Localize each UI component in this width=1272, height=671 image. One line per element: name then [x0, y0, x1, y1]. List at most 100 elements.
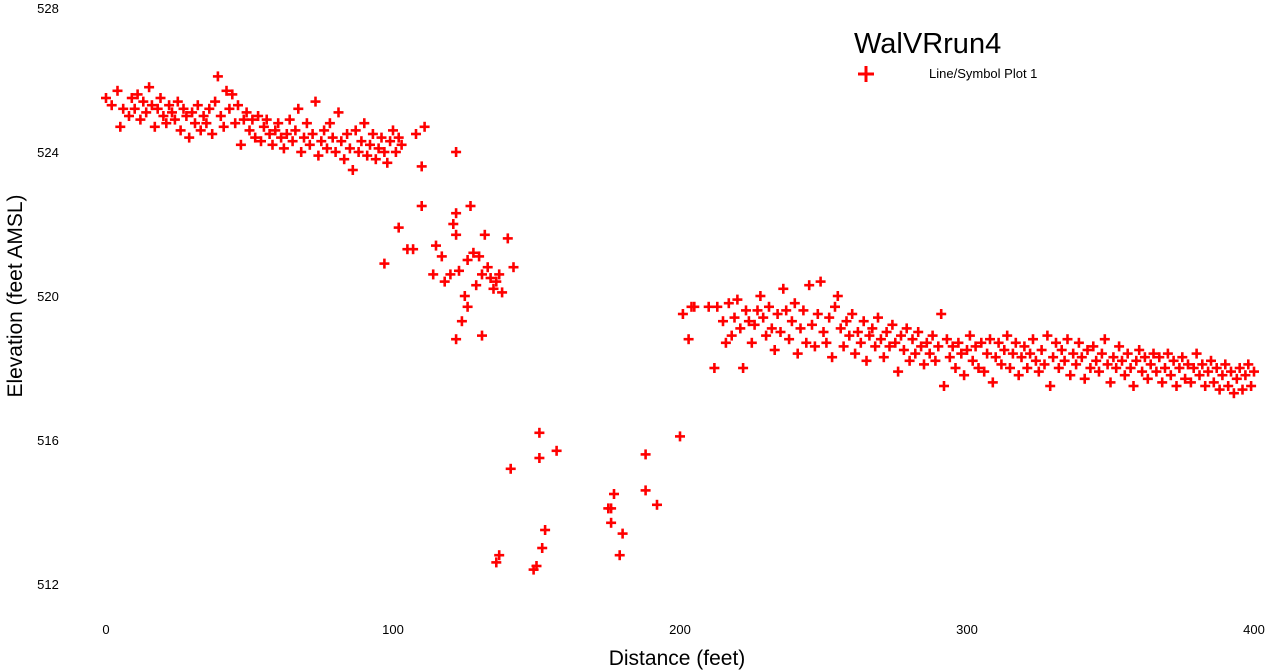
data-point: [129, 103, 140, 114]
data-point: [617, 528, 628, 539]
data-point: [221, 85, 232, 96]
data-point: [743, 316, 754, 327]
data-point: [976, 337, 987, 348]
data-point: [1114, 341, 1125, 352]
data-point: [468, 247, 479, 258]
data-point: [367, 129, 378, 139]
data-point: [1226, 366, 1236, 377]
y-tick-label: 520: [37, 289, 59, 304]
data-point: [1094, 366, 1104, 377]
data-point: [1234, 363, 1245, 373]
data-point: [322, 143, 332, 154]
data-point: [907, 334, 918, 345]
data-point: [327, 132, 338, 143]
data-point: [766, 323, 777, 334]
data-point: [190, 118, 200, 129]
data-point: [198, 111, 209, 121]
data-point: [359, 118, 370, 129]
data-point: [824, 312, 835, 323]
data-point: [207, 129, 218, 139]
data-point: [396, 139, 407, 150]
data-point: [1016, 352, 1027, 363]
data-point: [1139, 352, 1150, 363]
data-point: [815, 276, 826, 287]
data-point: [772, 309, 783, 319]
data-point: [1122, 348, 1133, 359]
data-point: [287, 136, 298, 147]
data-point: [1137, 366, 1148, 377]
data-point: [1105, 377, 1116, 388]
data-point: [858, 316, 869, 327]
data-point: [723, 298, 734, 309]
data-point: [758, 312, 769, 323]
data-point: [390, 147, 401, 157]
data-point: [551, 445, 562, 456]
legend-marker: [858, 66, 874, 82]
data-point: [953, 337, 964, 348]
data-point: [330, 147, 341, 157]
data-point: [256, 136, 266, 147]
data-point: [1082, 345, 1093, 355]
data-point: [993, 337, 1004, 348]
data-point: [1071, 359, 1082, 370]
data-point: [812, 309, 823, 319]
data-point: [181, 111, 192, 121]
data-point: [253, 111, 264, 121]
data-point: [784, 334, 795, 345]
data-point: [827, 352, 838, 363]
data-point: [867, 323, 878, 334]
data-point: [373, 143, 384, 154]
data-point: [537, 543, 548, 553]
data-point: [462, 255, 473, 265]
data-point: [1030, 355, 1041, 366]
data-point: [726, 330, 737, 341]
data-point: [850, 348, 861, 359]
data-point: [1185, 377, 1196, 388]
data-point: [1005, 363, 1015, 373]
data-point: [416, 201, 427, 211]
data-point: [118, 103, 129, 114]
data-point: [804, 280, 815, 291]
data-point: [376, 132, 387, 143]
data-point: [1002, 330, 1013, 341]
data-point: [250, 132, 261, 143]
x-axis-ticks: 0 100 200 300 400: [102, 622, 1264, 637]
data-point: [281, 129, 292, 139]
data-point: [454, 265, 464, 276]
data-point: [798, 305, 809, 316]
data-point: [448, 219, 459, 229]
data-point: [494, 269, 505, 280]
x-axis-title: Distance (feet): [609, 647, 746, 670]
data-point: [801, 337, 812, 348]
data-point: [964, 330, 975, 341]
data-point: [944, 352, 955, 363]
data-point: [861, 355, 872, 366]
data-point: [152, 103, 163, 114]
data-point: [830, 301, 840, 312]
data-point: [471, 280, 482, 291]
data-point: [1162, 348, 1173, 359]
data-point: [1085, 363, 1096, 373]
data-point: [293, 103, 304, 114]
data-point: [290, 125, 301, 136]
data-point: [1019, 341, 1030, 352]
data-point: [531, 561, 542, 571]
data-point: [884, 341, 895, 352]
data-point: [677, 309, 688, 319]
data-point: [1194, 370, 1205, 381]
data-point: [184, 132, 195, 143]
data-point: [477, 330, 487, 341]
data-point: [167, 107, 177, 118]
data-point: [451, 208, 462, 219]
data-point: [494, 550, 505, 561]
data-point: [388, 125, 398, 136]
data-point: [241, 107, 252, 118]
y-tick-label: 528: [37, 1, 59, 16]
y-tick-label: 512: [37, 577, 59, 592]
data-point: [1220, 359, 1231, 370]
data-point: [230, 118, 241, 129]
data-point: [1148, 348, 1159, 359]
data-point: [841, 316, 852, 327]
data-point: [1197, 359, 1208, 370]
data-point: [781, 305, 792, 316]
